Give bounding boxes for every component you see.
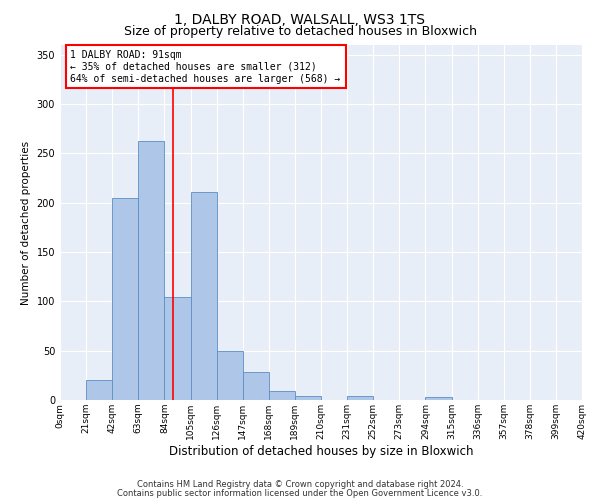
Bar xyxy=(217,350,242,400)
Bar xyxy=(295,396,321,400)
Bar xyxy=(269,391,295,400)
Bar xyxy=(243,372,269,400)
Text: Contains public sector information licensed under the Open Government Licence v3: Contains public sector information licen… xyxy=(118,488,482,498)
Bar xyxy=(347,396,373,400)
Bar xyxy=(139,140,164,400)
Text: Size of property relative to detached houses in Bloxwich: Size of property relative to detached ho… xyxy=(124,25,476,38)
Text: 1, DALBY ROAD, WALSALL, WS3 1TS: 1, DALBY ROAD, WALSALL, WS3 1TS xyxy=(175,12,425,26)
Bar xyxy=(191,192,217,400)
X-axis label: Distribution of detached houses by size in Bloxwich: Distribution of detached houses by size … xyxy=(169,444,473,458)
Bar xyxy=(164,298,191,400)
Bar xyxy=(112,198,139,400)
Text: Contains HM Land Registry data © Crown copyright and database right 2024.: Contains HM Land Registry data © Crown c… xyxy=(137,480,463,489)
Bar xyxy=(425,397,452,400)
Text: 1 DALBY ROAD: 91sqm
← 35% of detached houses are smaller (312)
64% of semi-detac: 1 DALBY ROAD: 91sqm ← 35% of detached ho… xyxy=(70,50,341,84)
Bar xyxy=(86,380,112,400)
Y-axis label: Number of detached properties: Number of detached properties xyxy=(21,140,31,304)
